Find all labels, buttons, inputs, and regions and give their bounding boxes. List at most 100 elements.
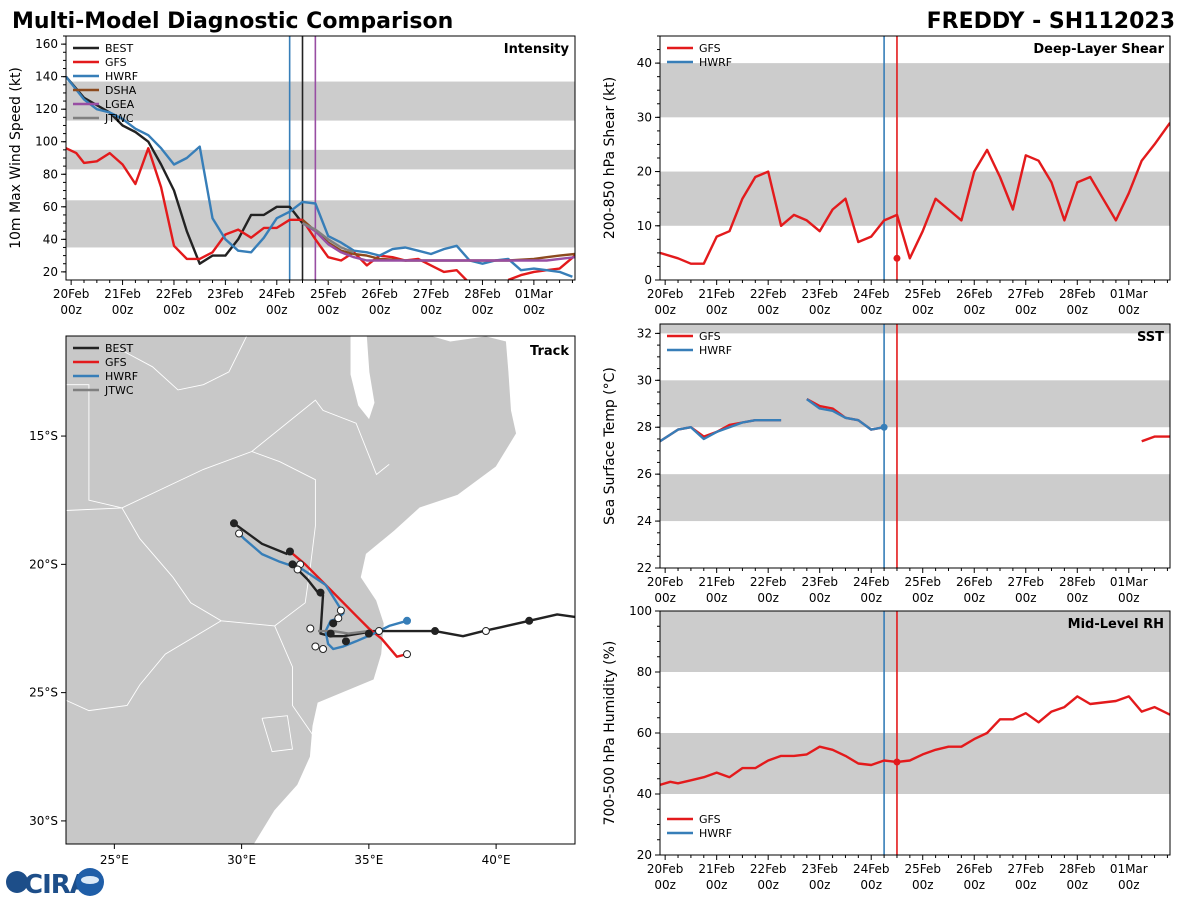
panel-title: Deep-Layer Shear xyxy=(1033,42,1164,57)
threshold-band xyxy=(660,171,1170,226)
y-tick-label: 120 xyxy=(35,102,58,116)
x-tick-hour: 00z xyxy=(860,303,882,317)
threshold-band xyxy=(660,324,1170,334)
track-map-panel: 25°E 30°E 35°E 40°E 15°S 20°S 25°S 30°S Track BES… xyxy=(29,335,576,867)
y-tick-label: 26 xyxy=(637,467,652,481)
x-tick-hour: 00z xyxy=(912,878,934,892)
track-marker-best xyxy=(288,560,297,569)
series-marker-hwrf xyxy=(880,423,888,431)
x-tick-day: 23Feb xyxy=(207,287,244,301)
x-tick-hour: 00z xyxy=(523,303,545,317)
x-tick-hour: 00z xyxy=(472,303,494,317)
threshold-band xyxy=(660,380,1170,428)
x-tick-day: 27Feb xyxy=(1007,862,1044,876)
lon-tick-label: 25°E xyxy=(100,853,129,867)
legend-label: LGEA xyxy=(105,98,135,111)
x-tick-hour: 00z xyxy=(1118,591,1140,605)
legend-label: GFS xyxy=(105,356,127,369)
x-tick-day: 20Feb xyxy=(647,287,684,301)
track-marker-best xyxy=(525,616,534,625)
figure-title: Multi-Model Diagnostic Comparison xyxy=(12,9,453,34)
track-marker-best xyxy=(285,547,294,556)
lat-tick-label: 30°S xyxy=(29,814,58,828)
x-tick-hour: 00z xyxy=(654,591,676,605)
x-tick-hour: 00z xyxy=(420,303,442,317)
x-tick-day: 20Feb xyxy=(647,575,684,589)
x-tick-day: 01Mar xyxy=(1110,575,1148,589)
legend-label: BEST xyxy=(105,42,133,55)
intensity-panel: 20 40 60 80 100 120 140 160 20Feb 00z 21Feb 00z 22Fe… xyxy=(8,35,576,317)
y-tick-label: 30 xyxy=(637,110,652,124)
country-border xyxy=(66,507,123,511)
track-marker-best xyxy=(334,614,343,623)
legend-label: HWRF xyxy=(105,370,138,383)
y-tick-label: 24 xyxy=(637,514,652,528)
y-tick-label: 10 xyxy=(637,219,652,233)
x-tick-day: 26Feb xyxy=(361,287,398,301)
track-marker-best xyxy=(316,588,325,597)
lon-tick-label: 30°E xyxy=(227,853,256,867)
legend-label: GFS xyxy=(105,56,127,69)
legend-label: BEST xyxy=(105,342,133,355)
track-marker-best xyxy=(431,627,440,636)
legend-label: JTWC xyxy=(104,112,134,125)
legend-label: JTWC xyxy=(104,384,134,397)
x-tick-day: 25Feb xyxy=(904,862,941,876)
series-line-gfs xyxy=(1141,435,1170,443)
logo-globe-icon xyxy=(6,871,28,893)
x-tick-hour: 00z xyxy=(706,878,728,892)
track-marker-hwrf xyxy=(403,616,412,625)
x-tick-hour: 00z xyxy=(757,303,779,317)
y-tick-label: 40 xyxy=(43,232,58,246)
track-marker-best xyxy=(336,606,345,615)
track-marker-best xyxy=(326,629,335,638)
legend-label: DSHA xyxy=(105,84,137,97)
track-marker-best xyxy=(306,624,315,633)
x-tick-hour: 00z xyxy=(112,303,134,317)
y-tick-label: 40 xyxy=(637,787,652,801)
y-tick-label: 80 xyxy=(43,167,58,181)
country-border xyxy=(251,451,316,627)
x-tick-hour: 00z xyxy=(809,303,831,317)
country-border xyxy=(114,336,248,391)
track-line-gfs xyxy=(289,550,408,658)
x-tick-day: 24Feb xyxy=(853,862,890,876)
series-line-hwrf xyxy=(660,419,782,443)
panel-title: Mid-Level RH xyxy=(1068,617,1164,632)
y-tick-label: 28 xyxy=(637,420,652,434)
x-tick-day: 21Feb xyxy=(698,287,735,301)
series-line-hwrf xyxy=(806,398,885,431)
x-tick-day: 24Feb xyxy=(853,287,890,301)
y-axis-label: 10m Max Wind Speed (kt) xyxy=(8,67,24,249)
x-tick-hour: 00z xyxy=(757,878,779,892)
x-tick-day: 24Feb xyxy=(259,287,296,301)
lat-tick-label: 15°S xyxy=(29,429,58,443)
x-tick-day: 27Feb xyxy=(1007,287,1044,301)
x-tick-hour: 00z xyxy=(963,303,985,317)
x-tick-day: 23Feb xyxy=(801,287,838,301)
track-marker-best xyxy=(229,519,238,528)
x-tick-day: 20Feb xyxy=(647,862,684,876)
x-tick-day: 23Feb xyxy=(801,862,838,876)
y-tick-label: 40 xyxy=(637,56,652,70)
legend-label: HWRF xyxy=(105,70,138,83)
storm-id-title: FREDDY - SH112023 xyxy=(927,9,1175,34)
x-tick-hour: 00z xyxy=(809,878,831,892)
x-tick-day: 28Feb xyxy=(1059,575,1096,589)
country-border xyxy=(66,384,390,509)
y-tick-label: 22 xyxy=(637,561,652,575)
y-tick-label: 100 xyxy=(35,135,58,149)
y-tick-label: 140 xyxy=(35,70,58,84)
series-line-best xyxy=(66,75,304,265)
legend-label: HWRF xyxy=(699,827,732,840)
x-tick-day: 24Feb xyxy=(853,575,890,589)
track-marker-best xyxy=(481,627,490,636)
x-tick-day: 01Mar xyxy=(515,287,553,301)
x-tick-hour: 00z xyxy=(1066,878,1088,892)
x-tick-hour: 00z xyxy=(1015,591,1037,605)
x-tick-hour: 00z xyxy=(1118,878,1140,892)
y-tick-label: 100 xyxy=(629,604,652,618)
x-tick-day: 25Feb xyxy=(904,287,941,301)
x-tick-day: 28Feb xyxy=(1059,287,1096,301)
x-tick-day: 28Feb xyxy=(464,287,501,301)
